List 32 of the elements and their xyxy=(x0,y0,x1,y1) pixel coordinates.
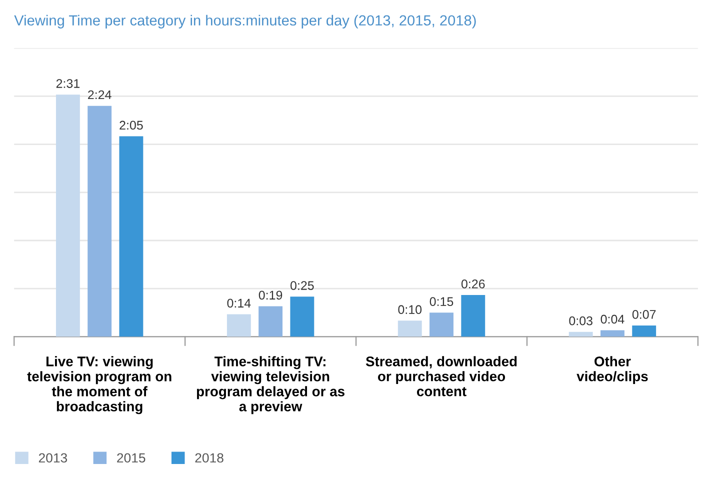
data-label: 0:14 xyxy=(227,298,251,308)
bar xyxy=(398,320,422,337)
bar xyxy=(226,314,251,337)
data-label: 0:25 xyxy=(290,281,314,290)
data-label: 2:24 xyxy=(88,90,112,100)
bar xyxy=(119,136,144,337)
legend-label: 2015 xyxy=(117,453,146,463)
data-label: 0:03 xyxy=(569,316,592,326)
bar xyxy=(600,330,624,337)
data-label: 0:19 xyxy=(258,290,282,300)
bar xyxy=(290,296,314,337)
legend-label: 2018 xyxy=(195,453,224,463)
bar xyxy=(632,325,656,337)
bar xyxy=(568,332,593,337)
data-label: 0:15 xyxy=(430,297,454,306)
x-tick-label: Time-shifting TV: viewing television program delayed or as a preview xyxy=(196,356,344,414)
data-label: 0:26 xyxy=(461,280,485,288)
data-label: 0:07 xyxy=(632,310,656,319)
bar xyxy=(258,306,283,337)
x-tick-label: Other video/clips xyxy=(576,356,648,384)
x-tick-label: Live TV: viewing television program on the moment of broadcasting xyxy=(27,356,172,414)
bar xyxy=(430,312,454,337)
x-tick-label: Streamed, downloaded or purchased video content xyxy=(366,356,517,396)
chart-title: Viewing Time per category in hours:minutes per day (2013, 2015, 2018) xyxy=(14,14,476,28)
data-label: 2:31 xyxy=(56,79,80,88)
bar xyxy=(88,106,112,337)
bar xyxy=(56,94,80,337)
data-label: 0:10 xyxy=(398,305,422,314)
bar xyxy=(461,295,486,337)
data-label: 0:04 xyxy=(600,314,624,324)
legend-label: 2013 xyxy=(38,453,68,463)
data-label: 2:05 xyxy=(120,120,143,130)
